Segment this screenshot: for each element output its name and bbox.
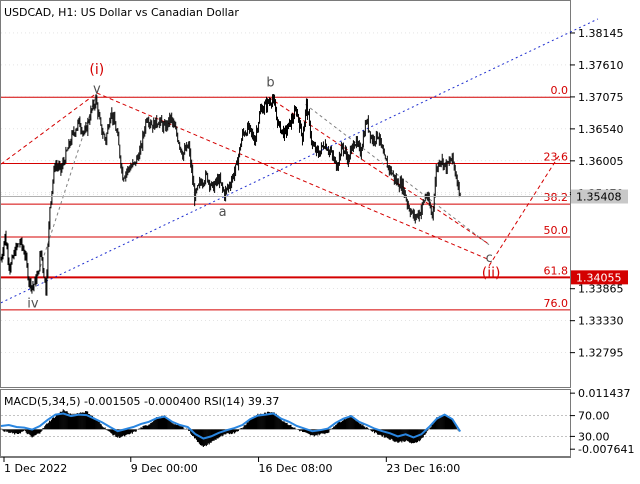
wave-label: (i) xyxy=(89,62,104,78)
y-tick-label: 1.33865 xyxy=(578,283,624,296)
main-panel-frame xyxy=(0,0,571,388)
indicator-tick-label: 0.011437 xyxy=(578,387,631,400)
y-tick-label: 1.36540 xyxy=(578,123,624,136)
price-label: 1.34055 xyxy=(576,271,622,284)
trend-line xyxy=(488,153,561,266)
wave-labels: (i) v b a iv c(ii) xyxy=(27,62,500,312)
fib-level-label: 61.8 xyxy=(544,264,569,277)
y-tick-label: 1.36005 xyxy=(578,155,624,168)
wave-label: b xyxy=(266,75,274,90)
y-tick-label: 1.37610 xyxy=(578,59,624,72)
price-label-box xyxy=(571,270,628,285)
y-tick-label: 1.38145 xyxy=(578,27,624,40)
trend-line xyxy=(305,103,490,246)
indicator-tick-label: -0.007641 xyxy=(578,443,634,456)
fib-level-label: 38.2 xyxy=(544,191,569,204)
rsi-line xyxy=(0,412,462,440)
chart-title: USDCAD, H1: US Dollar vs Canadian Dollar xyxy=(4,6,239,19)
x-tick-label: 23 Dec 16:00 xyxy=(386,462,460,475)
y-tick-label: 1.33330 xyxy=(578,315,624,328)
y-tick-label: 1.37075 xyxy=(578,91,624,104)
trend-line xyxy=(0,18,599,304)
wave-label: a xyxy=(219,205,227,220)
indicator-tick-label: 70.00 xyxy=(578,410,610,423)
fib-level-label: 50.0 xyxy=(544,224,569,237)
y-tick-label: 1.32795 xyxy=(578,347,624,360)
time-axis: 1 Dec 2022 9 Dec 00:00 16 Dec 08:00 23 Dec … xyxy=(3,457,460,475)
price-series xyxy=(0,94,461,296)
price-label: 1.35408 xyxy=(576,191,622,204)
indicator-tick-label: 30.00 xyxy=(578,430,610,443)
wave-label: (ii) xyxy=(482,266,501,282)
macd-rsi-panel: 0.011437 70.00 30.00-0.007641 xyxy=(0,387,634,456)
trend-line xyxy=(32,92,98,290)
fib-level-label: 0.0 xyxy=(551,84,569,97)
fibonacci-levels: 0.0 23.6 38.2 50.0 61.8 76.0 xyxy=(1,84,570,311)
x-tick-label: 9 Dec 00:00 xyxy=(131,462,198,475)
x-tick-label: 16 Dec 08:00 xyxy=(259,462,333,475)
price-label-box xyxy=(571,189,628,204)
fib-level-label: 23.6 xyxy=(544,151,569,164)
indicator-title: MACD(5,34,5) -0.001505 -0.000400 RSI(14)… xyxy=(4,395,279,408)
price-axis: 1.38145 1.37610 1.37075 1.36540 1.36005 1.354… xyxy=(1,27,628,360)
fib-level-label: 76.0 xyxy=(544,297,569,310)
wave-label: v xyxy=(93,82,101,97)
wave-label: iv xyxy=(27,297,39,312)
wave-label: c xyxy=(486,251,493,266)
x-tick-label: 1 Dec 2022 xyxy=(4,462,67,475)
trend-line xyxy=(0,92,98,165)
